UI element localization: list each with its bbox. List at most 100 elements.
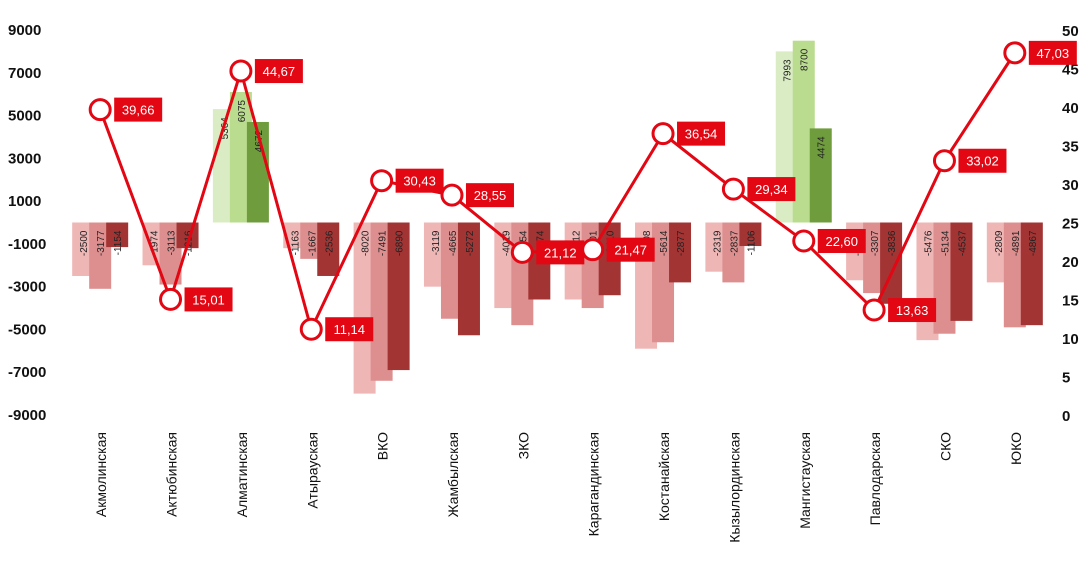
left-axis-tick-label: -7000	[8, 364, 46, 381]
bar	[705, 222, 728, 272]
bar	[229, 92, 252, 223]
bar-value-label: -1154	[113, 230, 124, 255]
right-axis-tick-label: 10	[1062, 331, 1079, 348]
right-axis-tick-label: 35	[1062, 139, 1079, 156]
category-label: Карагандинская	[586, 432, 602, 536]
bar	[300, 222, 323, 259]
bar	[457, 222, 480, 336]
bar-value-label: -1667	[307, 230, 318, 256]
bar	[387, 222, 410, 371]
bar-value-label: 6075	[237, 100, 248, 123]
line-value-box	[536, 240, 585, 265]
bar	[106, 222, 129, 248]
left-axis-tick-label: 9000	[8, 22, 41, 39]
bar	[809, 128, 832, 223]
bar	[669, 222, 692, 283]
line-value-label: 36,54	[685, 127, 718, 142]
line-value-box	[1028, 40, 1077, 65]
right-axis-tick-label: 45	[1062, 62, 1079, 79]
category-label: Атырауская	[304, 432, 320, 509]
bar-value-label: 4474	[817, 136, 828, 159]
bar	[89, 222, 112, 289]
right-axis-tick-label: 15	[1062, 293, 1079, 310]
bar-value-label: 8700	[800, 48, 811, 71]
line-value-label: 33,02	[966, 154, 999, 169]
bar-value-label: -4019	[501, 230, 512, 256]
left-axis-tick-label: 1000	[8, 193, 41, 210]
category-label: Костанайская	[656, 432, 672, 521]
bar-value-label: -5134	[940, 230, 951, 256]
category-label: Жамбылская	[445, 432, 461, 517]
bar	[722, 222, 745, 283]
category-label: ВКО	[375, 432, 391, 460]
line-point	[581, 238, 605, 262]
category-label: ЗКО	[515, 432, 531, 459]
bar	[950, 222, 973, 321]
right-axis-tick-label: 50	[1062, 23, 1079, 40]
line-point	[299, 317, 323, 341]
bar-value-label: -3119	[431, 230, 442, 255]
bar	[1020, 222, 1043, 326]
category-label: Павлодарская	[867, 432, 883, 525]
bar-value-label: -3307	[870, 230, 881, 256]
bar-value-label: -7491	[378, 230, 389, 256]
bar	[792, 40, 815, 223]
bar-value-label: -1974	[150, 230, 161, 256]
left-axis-tick-label: -1000	[8, 236, 46, 253]
bar	[423, 222, 446, 287]
right-axis-tick-label: 25	[1062, 216, 1079, 233]
bar-value-label: -4537	[957, 230, 968, 256]
category-label: Алматинская	[234, 432, 250, 517]
line-value-box	[325, 317, 374, 342]
right-axis-tick-label: 40	[1062, 100, 1079, 117]
bar	[739, 222, 762, 247]
bar-value-label: -5614	[659, 230, 670, 256]
line-point	[510, 240, 534, 264]
category-label: СКО	[937, 432, 953, 461]
bar	[212, 109, 235, 223]
line-value-label: 39,66	[122, 103, 155, 118]
bar-value-label: 5364	[220, 117, 231, 140]
line-value-label: 22,60	[825, 234, 858, 249]
line-value-label: 47,03	[1037, 46, 1070, 61]
line-value-label: 21,47	[614, 243, 647, 258]
left-axis-tick-label: -5000	[8, 321, 46, 338]
left-axis-tick-label: -9000	[8, 407, 46, 424]
bar-value-label: -4867	[1028, 230, 1039, 256]
line-value-label: 21,12	[544, 245, 577, 260]
bar-value-label: -2319	[712, 230, 723, 256]
line-value-box	[747, 177, 796, 202]
right-axis-tick-label: 5	[1062, 370, 1070, 387]
right-axis-tick-label: 20	[1062, 254, 1079, 271]
bar-value-label: -4665	[448, 230, 459, 256]
line-value-box	[677, 121, 726, 146]
bar-value-label: -6890	[395, 230, 406, 256]
line-point	[932, 149, 956, 173]
line-value-box	[114, 97, 163, 122]
bar	[652, 222, 675, 343]
bar	[370, 222, 393, 381]
category-label: Кызылординская	[726, 432, 742, 543]
line-value-box	[606, 237, 655, 262]
line-value-label: 30,43	[403, 174, 436, 189]
left-axis-tick-label: 5000	[8, 108, 41, 125]
bar-value-label: -2877	[676, 230, 687, 256]
bar-value-label: -2500	[79, 230, 90, 256]
line-value-box	[254, 59, 303, 84]
right-axis-tick-label: 30	[1062, 177, 1079, 194]
category-label: Мангистауская	[797, 432, 813, 529]
left-axis-tick-label: -3000	[8, 279, 46, 296]
line-value-label: 28,55	[474, 188, 507, 203]
bar-value-label: -2837	[729, 230, 740, 256]
line-point	[88, 98, 112, 122]
bar	[317, 222, 340, 276]
bar-value-label: -5476	[923, 230, 934, 256]
line-value-box	[184, 287, 233, 312]
right-axis-tick-label: 0	[1062, 408, 1070, 425]
bar-value-label: -3113	[167, 230, 178, 255]
line-point	[1003, 41, 1027, 65]
line-value-box	[817, 228, 866, 253]
line-point	[370, 169, 394, 193]
